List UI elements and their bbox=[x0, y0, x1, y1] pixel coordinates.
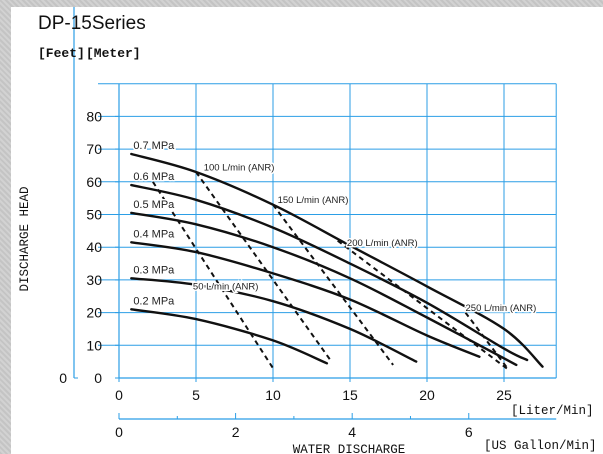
pressure-curve bbox=[130, 277, 418, 363]
pressure-curve-label: 0.7 MPa bbox=[133, 140, 175, 152]
liter-tick-label: 15 bbox=[342, 387, 358, 403]
x-unit-liter: [Liter/Min] bbox=[511, 404, 594, 418]
flow-line bbox=[152, 181, 274, 369]
flow-line-label: 200 L/min (ANR) bbox=[347, 238, 418, 249]
meter-tick-label: 30 bbox=[86, 272, 102, 288]
pressure-curve-label: 0.5 MPa bbox=[133, 199, 175, 211]
pressure-curves bbox=[130, 152, 544, 368]
y-unit-feet: [Feet] bbox=[38, 46, 85, 61]
pressure-curve bbox=[130, 211, 518, 367]
flow-line-label: 150 L/min (ANR) bbox=[278, 195, 349, 206]
feet-tick-label: 0 bbox=[59, 370, 67, 386]
gallon-tick-label: 2 bbox=[232, 424, 240, 440]
liter-tick-label: 20 bbox=[419, 387, 435, 403]
pressure-curve-label: 0.3 MPa bbox=[133, 264, 175, 276]
pressure-curve-label: 0.6 MPa bbox=[133, 171, 175, 183]
x-unit-gallon: [US Gallon/Min] bbox=[484, 439, 597, 453]
gallon-tick-label: 4 bbox=[348, 424, 356, 440]
meter-tick-label: 0 bbox=[94, 370, 102, 386]
chart-title: DP-15Series bbox=[38, 13, 146, 34]
x-axis-label: WATER DISCHARGE bbox=[293, 443, 406, 454]
y-axis-label: DISCHARGE HEAD bbox=[18, 186, 32, 291]
meter-tick-label: 80 bbox=[86, 108, 102, 124]
pressure-curve-label: 0.2 MPa bbox=[133, 295, 175, 307]
gallon-tick-label: 0 bbox=[115, 424, 123, 440]
gallon-tick-label: 6 bbox=[465, 424, 473, 440]
flow-line-label: 100 L/min (ANR) bbox=[204, 162, 275, 173]
flow-line bbox=[464, 311, 510, 371]
liter-tick-label: 25 bbox=[496, 387, 512, 403]
pressure-curve-label: 0.4 MPa bbox=[133, 228, 175, 240]
pressure-curve bbox=[130, 183, 529, 362]
meter-tick-label: 20 bbox=[86, 305, 102, 321]
meter-tick-label: 10 bbox=[86, 337, 102, 353]
liter-tick-label: 0 bbox=[115, 387, 123, 403]
liter-tick-label: 5 bbox=[192, 387, 200, 403]
meter-tick-label: 40 bbox=[86, 239, 102, 255]
series-labels: 50 L/min (ANR) 100 L/min (ANR) 150 L/min (… bbox=[132, 139, 538, 316]
flow-line-label: 250 L/min (ANR) bbox=[466, 303, 537, 314]
flow-lines bbox=[152, 171, 510, 371]
flow-line bbox=[195, 171, 333, 363]
pressure-curve bbox=[130, 308, 329, 365]
tick-labels: 0102030405060708005010015020025030005101… bbox=[59, 108, 512, 440]
pump-performance-chart: 0102030405060708005010015020025030005101… bbox=[18, 7, 597, 454]
chart-panel: 0102030405060708005010015020025030005101… bbox=[11, 7, 603, 454]
meter-tick-label: 70 bbox=[86, 141, 102, 157]
flow-line-label: 50 L/min (ANR) bbox=[193, 282, 258, 293]
pressure-curve bbox=[130, 241, 481, 358]
meter-tick-label: 50 bbox=[86, 207, 102, 223]
pressure-curve bbox=[130, 152, 544, 368]
y-unit-meter: [Meter] bbox=[86, 46, 141, 61]
meter-tick-label: 60 bbox=[86, 174, 102, 190]
liter-tick-label: 10 bbox=[265, 387, 281, 403]
axes bbox=[73, 7, 557, 420]
flow-line bbox=[272, 204, 394, 366]
